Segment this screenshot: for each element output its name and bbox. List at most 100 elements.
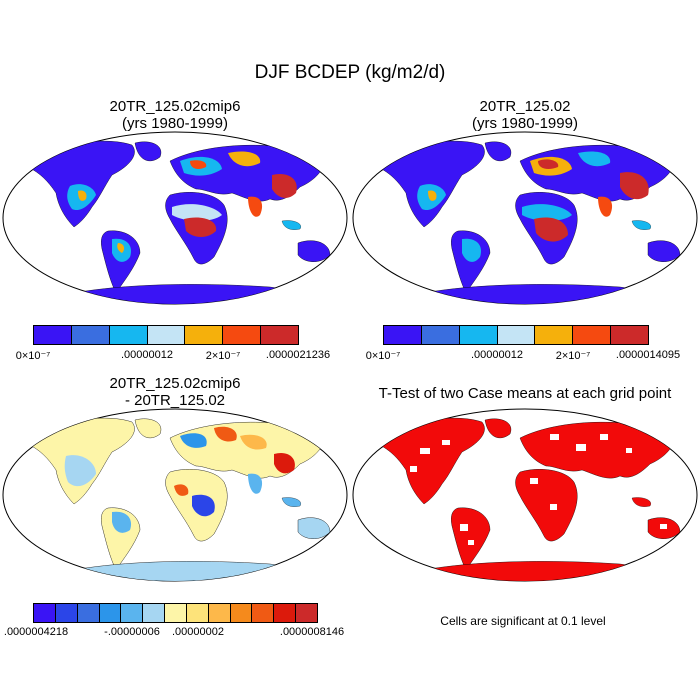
insig-cell bbox=[660, 524, 667, 529]
insig-cell bbox=[576, 444, 586, 451]
diff-title: 20TR_125.02cmip6 - 20TR_125.02 bbox=[25, 375, 325, 409]
greenland bbox=[484, 141, 512, 162]
africa-hot bbox=[184, 217, 217, 237]
indonesia bbox=[281, 497, 301, 507]
diff-colorbar-swatch-8 bbox=[208, 604, 231, 622]
insig-cell bbox=[626, 448, 632, 453]
case2-title-line2: (yrs 1980-1999) bbox=[472, 115, 578, 132]
case1-colorbar-swatch-0 bbox=[34, 326, 72, 344]
case1-colorbar-swatch-5 bbox=[223, 326, 262, 344]
insig-cell bbox=[420, 448, 430, 454]
case2-colorbar-swatch-5 bbox=[573, 326, 612, 344]
case2-label-2: 2×10⁻⁷ bbox=[555, 350, 591, 362]
figure-title: DJF BCDEP (kg/m2/d) bbox=[254, 62, 446, 83]
china bbox=[272, 173, 297, 198]
case2-label-0: 0×10⁻⁷ bbox=[365, 350, 401, 362]
europe-hot bbox=[538, 159, 559, 169]
africa bbox=[515, 469, 578, 542]
diff-title-line1: 20TR_125.02cmip6 bbox=[109, 375, 241, 392]
case1-colorbar-swatch-6 bbox=[261, 326, 299, 344]
case2-label-1: .00000012 bbox=[471, 349, 523, 361]
africa-central-cool bbox=[192, 494, 215, 517]
europe-hot bbox=[190, 160, 207, 169]
insig-cell bbox=[468, 540, 474, 545]
africa-hot bbox=[534, 217, 568, 242]
diff-map bbox=[2, 408, 348, 582]
africa-sahel bbox=[172, 204, 222, 221]
australia bbox=[297, 517, 331, 539]
ttest-title: T-Test of two Case means at each grid po… bbox=[378, 385, 672, 402]
africa-west-hot bbox=[174, 484, 189, 496]
diff-colorbar-swatch-3 bbox=[99, 604, 122, 622]
case1-colorbar-swatch-3 bbox=[147, 326, 186, 344]
asia-hot bbox=[228, 151, 261, 167]
china bbox=[620, 172, 649, 200]
case2-colorbar-swatch-1 bbox=[421, 326, 460, 344]
sa-interior-warm bbox=[117, 243, 125, 253]
indonesia bbox=[281, 220, 301, 230]
insig-cell bbox=[460, 524, 468, 531]
north-america bbox=[377, 417, 485, 505]
china bbox=[274, 452, 295, 474]
insig-cell bbox=[550, 504, 557, 510]
case1-map bbox=[2, 131, 348, 305]
case1-title-line1: 20TR_125.02cmip6 bbox=[109, 98, 241, 115]
north-america bbox=[27, 140, 135, 228]
case1-colorbar-swatch-2 bbox=[109, 326, 148, 344]
diff-colorbar-swatch-10 bbox=[252, 604, 275, 622]
africa-sahel bbox=[522, 204, 572, 221]
sa-interior bbox=[112, 511, 132, 533]
case1-label-2: 2×10⁻⁷ bbox=[205, 350, 241, 362]
diff-title-line2: - 20TR_125.02 bbox=[124, 392, 226, 409]
insig-cell bbox=[530, 478, 538, 484]
diff-label-2: .00000002 bbox=[172, 626, 224, 638]
significance-note: Cells are significant at 0.1 level bbox=[440, 614, 606, 628]
diff-colorbar-swatch-11 bbox=[274, 604, 297, 622]
australia bbox=[297, 240, 331, 262]
case2-colorbar-swatch-3 bbox=[497, 326, 536, 344]
insig-cell bbox=[604, 482, 609, 487]
na-east bbox=[64, 455, 96, 487]
insignificant-cells bbox=[410, 434, 667, 545]
greenland bbox=[134, 418, 162, 439]
greenland bbox=[134, 141, 162, 162]
india bbox=[248, 473, 263, 494]
case1-label-3: .0000021236 bbox=[265, 349, 331, 361]
sa-interior bbox=[462, 238, 482, 262]
case2-colorbar bbox=[383, 325, 649, 345]
diff-colorbar-swatch-1 bbox=[55, 604, 78, 622]
diff-colorbar-swatch-9 bbox=[230, 604, 253, 622]
na-east-core bbox=[78, 190, 87, 201]
india bbox=[248, 196, 263, 217]
asia-hot bbox=[578, 151, 611, 167]
case2-title-line1: 20TR_125.02 bbox=[479, 98, 571, 115]
australia bbox=[647, 240, 681, 262]
case2-title: 20TR_125.02 (yrs 1980-1999) bbox=[375, 98, 675, 132]
diff-label-0: .0000004218 bbox=[3, 626, 69, 638]
insig-cell bbox=[600, 434, 608, 440]
diff-colorbar-swatch-0 bbox=[34, 604, 56, 622]
diff-colorbar-swatch-2 bbox=[77, 604, 100, 622]
case2-colorbar-swatch-6 bbox=[611, 326, 649, 344]
diff-colorbar-swatch-4 bbox=[121, 604, 144, 622]
north-america bbox=[377, 140, 485, 228]
insig-cell bbox=[442, 440, 450, 445]
case2-label-3: .0000014095 bbox=[615, 349, 681, 361]
insig-cell bbox=[550, 434, 559, 440]
na-east-core bbox=[428, 190, 437, 201]
india bbox=[598, 196, 613, 217]
case1-colorbar bbox=[33, 325, 299, 345]
case1-label-0: 0×10⁻⁷ bbox=[15, 350, 51, 362]
case1-colorbar-swatch-1 bbox=[71, 326, 110, 344]
case1-colorbar-swatch-4 bbox=[185, 326, 224, 344]
diff-label-3: .0000008146 bbox=[279, 626, 345, 638]
case2-colorbar-swatch-2 bbox=[459, 326, 498, 344]
diff-colorbar-swatch-12 bbox=[296, 604, 317, 622]
indonesia bbox=[631, 220, 651, 230]
ttest-map bbox=[352, 408, 698, 582]
asia-warm bbox=[240, 434, 267, 450]
diff-colorbar bbox=[33, 603, 318, 623]
indonesia bbox=[631, 497, 651, 507]
case2-map bbox=[352, 131, 698, 305]
east-europe-hot bbox=[214, 426, 237, 442]
